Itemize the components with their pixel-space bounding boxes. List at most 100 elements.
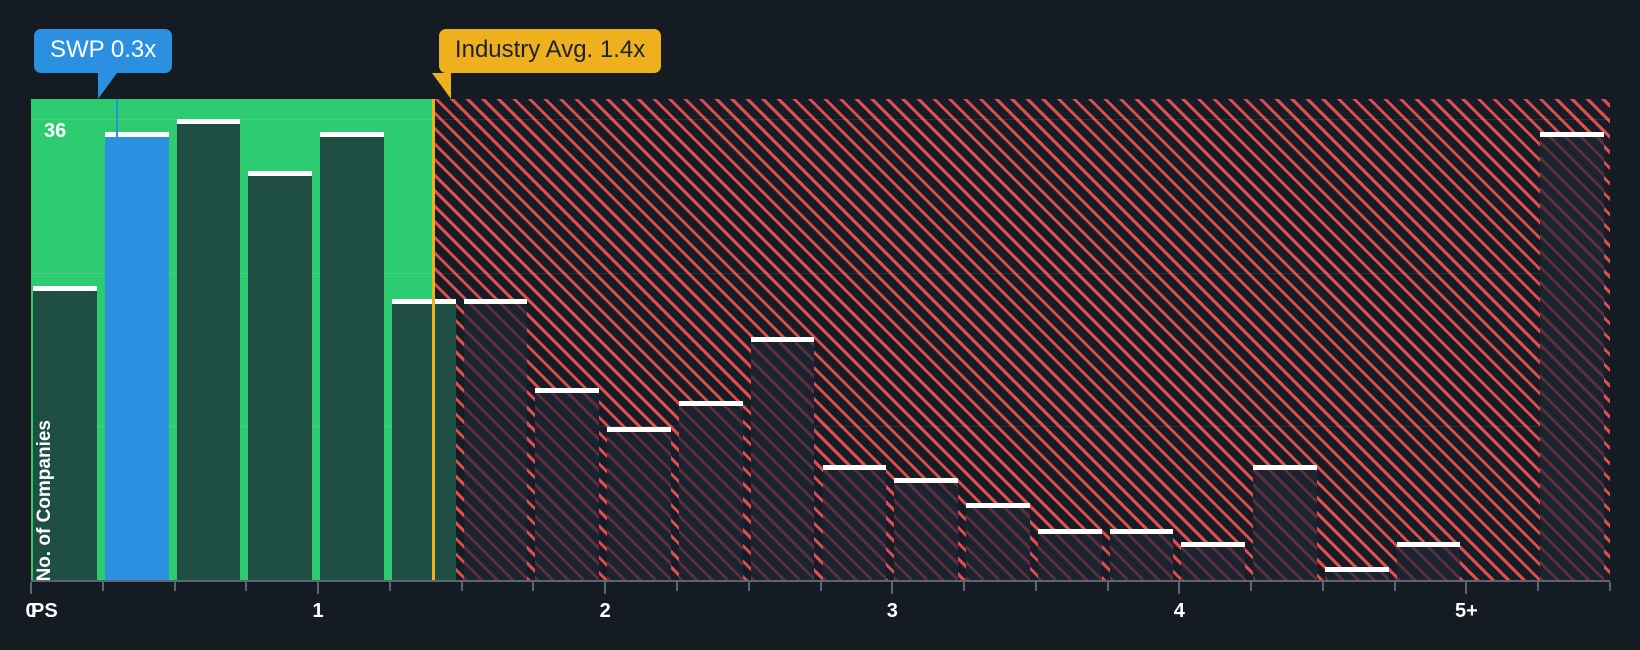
histogram-bar[interactable] (1181, 541, 1246, 580)
bar-top-cap (1037, 528, 1102, 534)
bar-hatch-overlay-icon (894, 481, 959, 580)
bar-top-cap (750, 336, 815, 342)
bar-hatch-overlay-icon (1253, 468, 1317, 580)
bar-hatch-overlay-icon (1109, 532, 1174, 580)
histogram-bar[interactable] (104, 132, 169, 580)
expensive-value-zone (432, 99, 1610, 580)
industry-average-line (431, 99, 435, 580)
histogram-bar[interactable] (607, 426, 671, 580)
x-tick-minor (388, 582, 391, 591)
bar-top-cap (894, 477, 959, 483)
bar-hatch-overlay-icon (463, 302, 528, 580)
gridline (432, 119, 1610, 121)
x-axis-prefix-label: PS (31, 600, 58, 622)
bar-body (320, 136, 384, 580)
bar-body (1540, 136, 1604, 580)
x-tick-major (30, 582, 32, 594)
bar-body (33, 289, 97, 580)
swp-marker-callout[interactable]: SWP 0.3x (34, 29, 173, 73)
bar-top-cap (822, 464, 887, 470)
plot-area (31, 99, 1610, 580)
bar-top-cap (1109, 528, 1174, 534)
histogram-bar[interactable] (463, 298, 528, 580)
x-tick-major (891, 582, 894, 594)
bar-body (1253, 468, 1317, 580)
x-tick-minor (101, 582, 104, 591)
bar-body (248, 174, 313, 580)
histogram-bar[interactable] (176, 119, 241, 580)
x-tick-major (1465, 582, 1468, 594)
bar-body (894, 481, 959, 580)
x-axis-line (31, 580, 1610, 582)
bar-body (1396, 545, 1461, 580)
bar-top-cap (104, 132, 169, 138)
x-tick-minor (747, 582, 750, 591)
bar-top-cap (535, 388, 600, 394)
bar-top-cap (391, 298, 456, 304)
x-tick-minor (245, 582, 248, 591)
histogram-bar[interactable] (1396, 541, 1461, 580)
histogram-bar[interactable] (678, 400, 743, 580)
x-tick-minor (963, 582, 966, 591)
bar-body (822, 468, 887, 580)
bar-top-cap (678, 400, 743, 406)
swp-marker-line (116, 99, 119, 580)
histogram-bar[interactable] (320, 132, 384, 580)
bar-hatch-overlay-icon (750, 340, 815, 580)
bar-top-cap (33, 285, 97, 291)
x-tick-label: 4 (1173, 600, 1185, 622)
histogram-bar[interactable] (1324, 567, 1389, 580)
x-tick-minor (1609, 582, 1611, 591)
x-tick-minor (1106, 582, 1109, 591)
x-tick-major (317, 582, 320, 594)
x-tick-minor (1537, 582, 1540, 591)
bar-body (1324, 571, 1389, 580)
gridline (432, 272, 1610, 274)
x-tick-label: 2 (599, 600, 611, 622)
bar-body (104, 136, 169, 580)
histogram-bar[interactable] (391, 298, 456, 580)
bar-top-cap (320, 132, 384, 138)
bar-body (535, 392, 600, 580)
histogram-bar[interactable] (750, 336, 815, 580)
bar-body (750, 340, 815, 580)
industry-callout-tail-icon (431, 73, 451, 99)
bar-top-cap (176, 119, 241, 125)
histogram-bar[interactable] (1253, 464, 1317, 580)
bar-body (1181, 545, 1246, 580)
bar-body (1037, 532, 1102, 580)
bar-top-cap (966, 503, 1030, 509)
bar-body (391, 302, 456, 580)
bar-body (966, 507, 1030, 580)
x-tick-minor (173, 582, 176, 591)
bar-body (463, 302, 528, 580)
x-tick-label: 0 (25, 600, 37, 622)
gridline (432, 426, 1610, 428)
histogram-bar[interactable] (1540, 132, 1604, 580)
x-tick-minor (532, 582, 535, 591)
bar-top-cap (463, 298, 528, 304)
industry-average-callout[interactable]: Industry Avg. 1.4x (438, 29, 662, 73)
x-tick-label: 1 (312, 600, 324, 622)
bar-top-cap (607, 426, 671, 432)
swp-callout-tail-icon (98, 73, 118, 99)
histogram-bar[interactable] (33, 285, 97, 580)
bar-hatch-overlay-icon (966, 507, 1030, 580)
bar-body (678, 404, 743, 580)
bar-top-cap (1253, 464, 1317, 470)
histogram-bar[interactable] (822, 464, 887, 580)
bar-top-cap (1181, 541, 1246, 547)
bar-hatch-overlay-icon (822, 468, 887, 580)
histogram-bar[interactable] (966, 503, 1030, 580)
histogram-bar[interactable] (1109, 528, 1174, 580)
bar-hatch-overlay-icon (1324, 571, 1389, 580)
x-tick-minor (460, 582, 463, 591)
bar-hatch-overlay-icon (678, 404, 743, 580)
histogram-bar[interactable] (1037, 528, 1102, 580)
histogram-bar[interactable] (248, 170, 313, 580)
histogram-bar[interactable] (894, 477, 959, 580)
x-tick-minor (819, 582, 822, 591)
histogram-bar[interactable] (535, 388, 600, 580)
bar-hatch-overlay-icon (1396, 545, 1461, 580)
bar-series (31, 99, 1610, 580)
